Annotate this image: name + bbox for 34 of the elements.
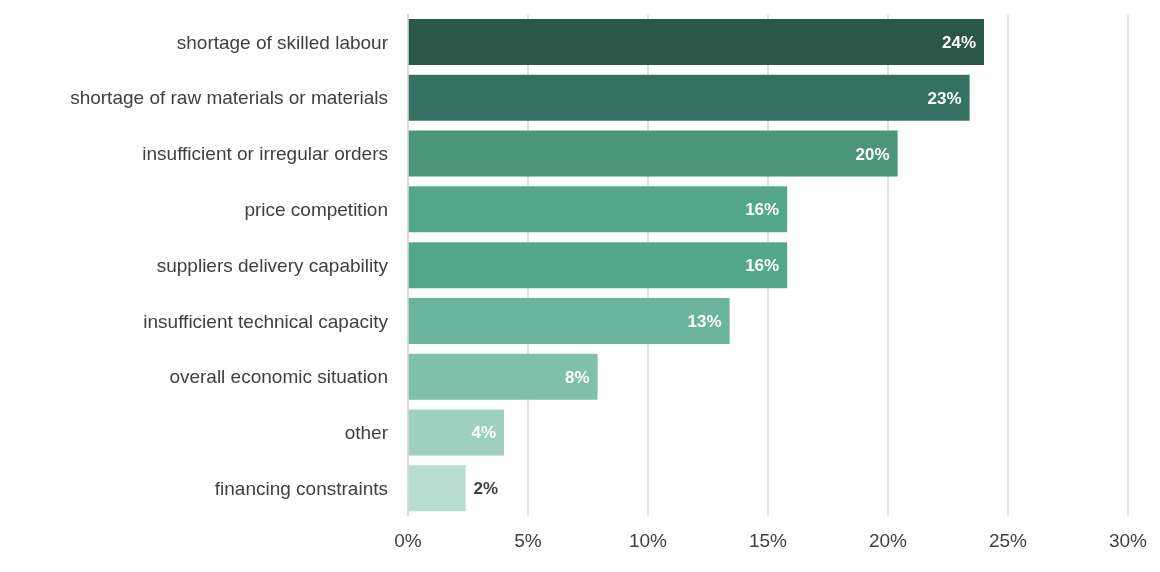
data-label: 20%: [855, 144, 890, 164]
bar: [408, 19, 984, 66]
y-tick-label: insufficient or irregular orders: [142, 143, 388, 165]
bar: [408, 353, 598, 400]
bar: [408, 74, 970, 121]
x-tick-label: 15%: [748, 530, 788, 552]
x-tick-label: 30%: [1108, 530, 1148, 552]
bar: [408, 465, 466, 512]
data-label: 4%: [471, 423, 496, 443]
x-tick-label: 10%: [628, 530, 668, 552]
y-tick-label: suppliers delivery capability: [156, 254, 389, 276]
data-label: 13%: [687, 311, 722, 331]
bar: [408, 297, 730, 344]
y-tick-label: overall economic situation: [169, 366, 388, 388]
x-tick-label: 20%: [868, 530, 908, 552]
data-label: 24%: [941, 32, 976, 52]
x-tick-label: 0%: [394, 530, 422, 552]
data-label: 23%: [927, 88, 962, 108]
y-tick-label: shortage of skilled labour: [176, 31, 389, 53]
y-tick-label: financing constraints: [214, 477, 388, 499]
y-tick-label: insufficient technical capacity: [143, 310, 389, 332]
y-tick-label: other: [344, 422, 389, 444]
bar: [408, 242, 788, 289]
data-label: 16%: [745, 200, 780, 220]
x-tick-label: 5%: [514, 530, 542, 552]
bar: [408, 130, 898, 177]
data-label: 16%: [745, 256, 780, 276]
y-tick-label: price competition: [244, 198, 388, 220]
data-label: 2%: [473, 479, 499, 499]
y-tick-label: shortage of raw materials or materials: [70, 87, 388, 109]
data-label: 8%: [565, 367, 590, 387]
bar: [408, 409, 504, 456]
bar: [408, 186, 788, 233]
x-tick-label: 25%: [988, 530, 1028, 552]
